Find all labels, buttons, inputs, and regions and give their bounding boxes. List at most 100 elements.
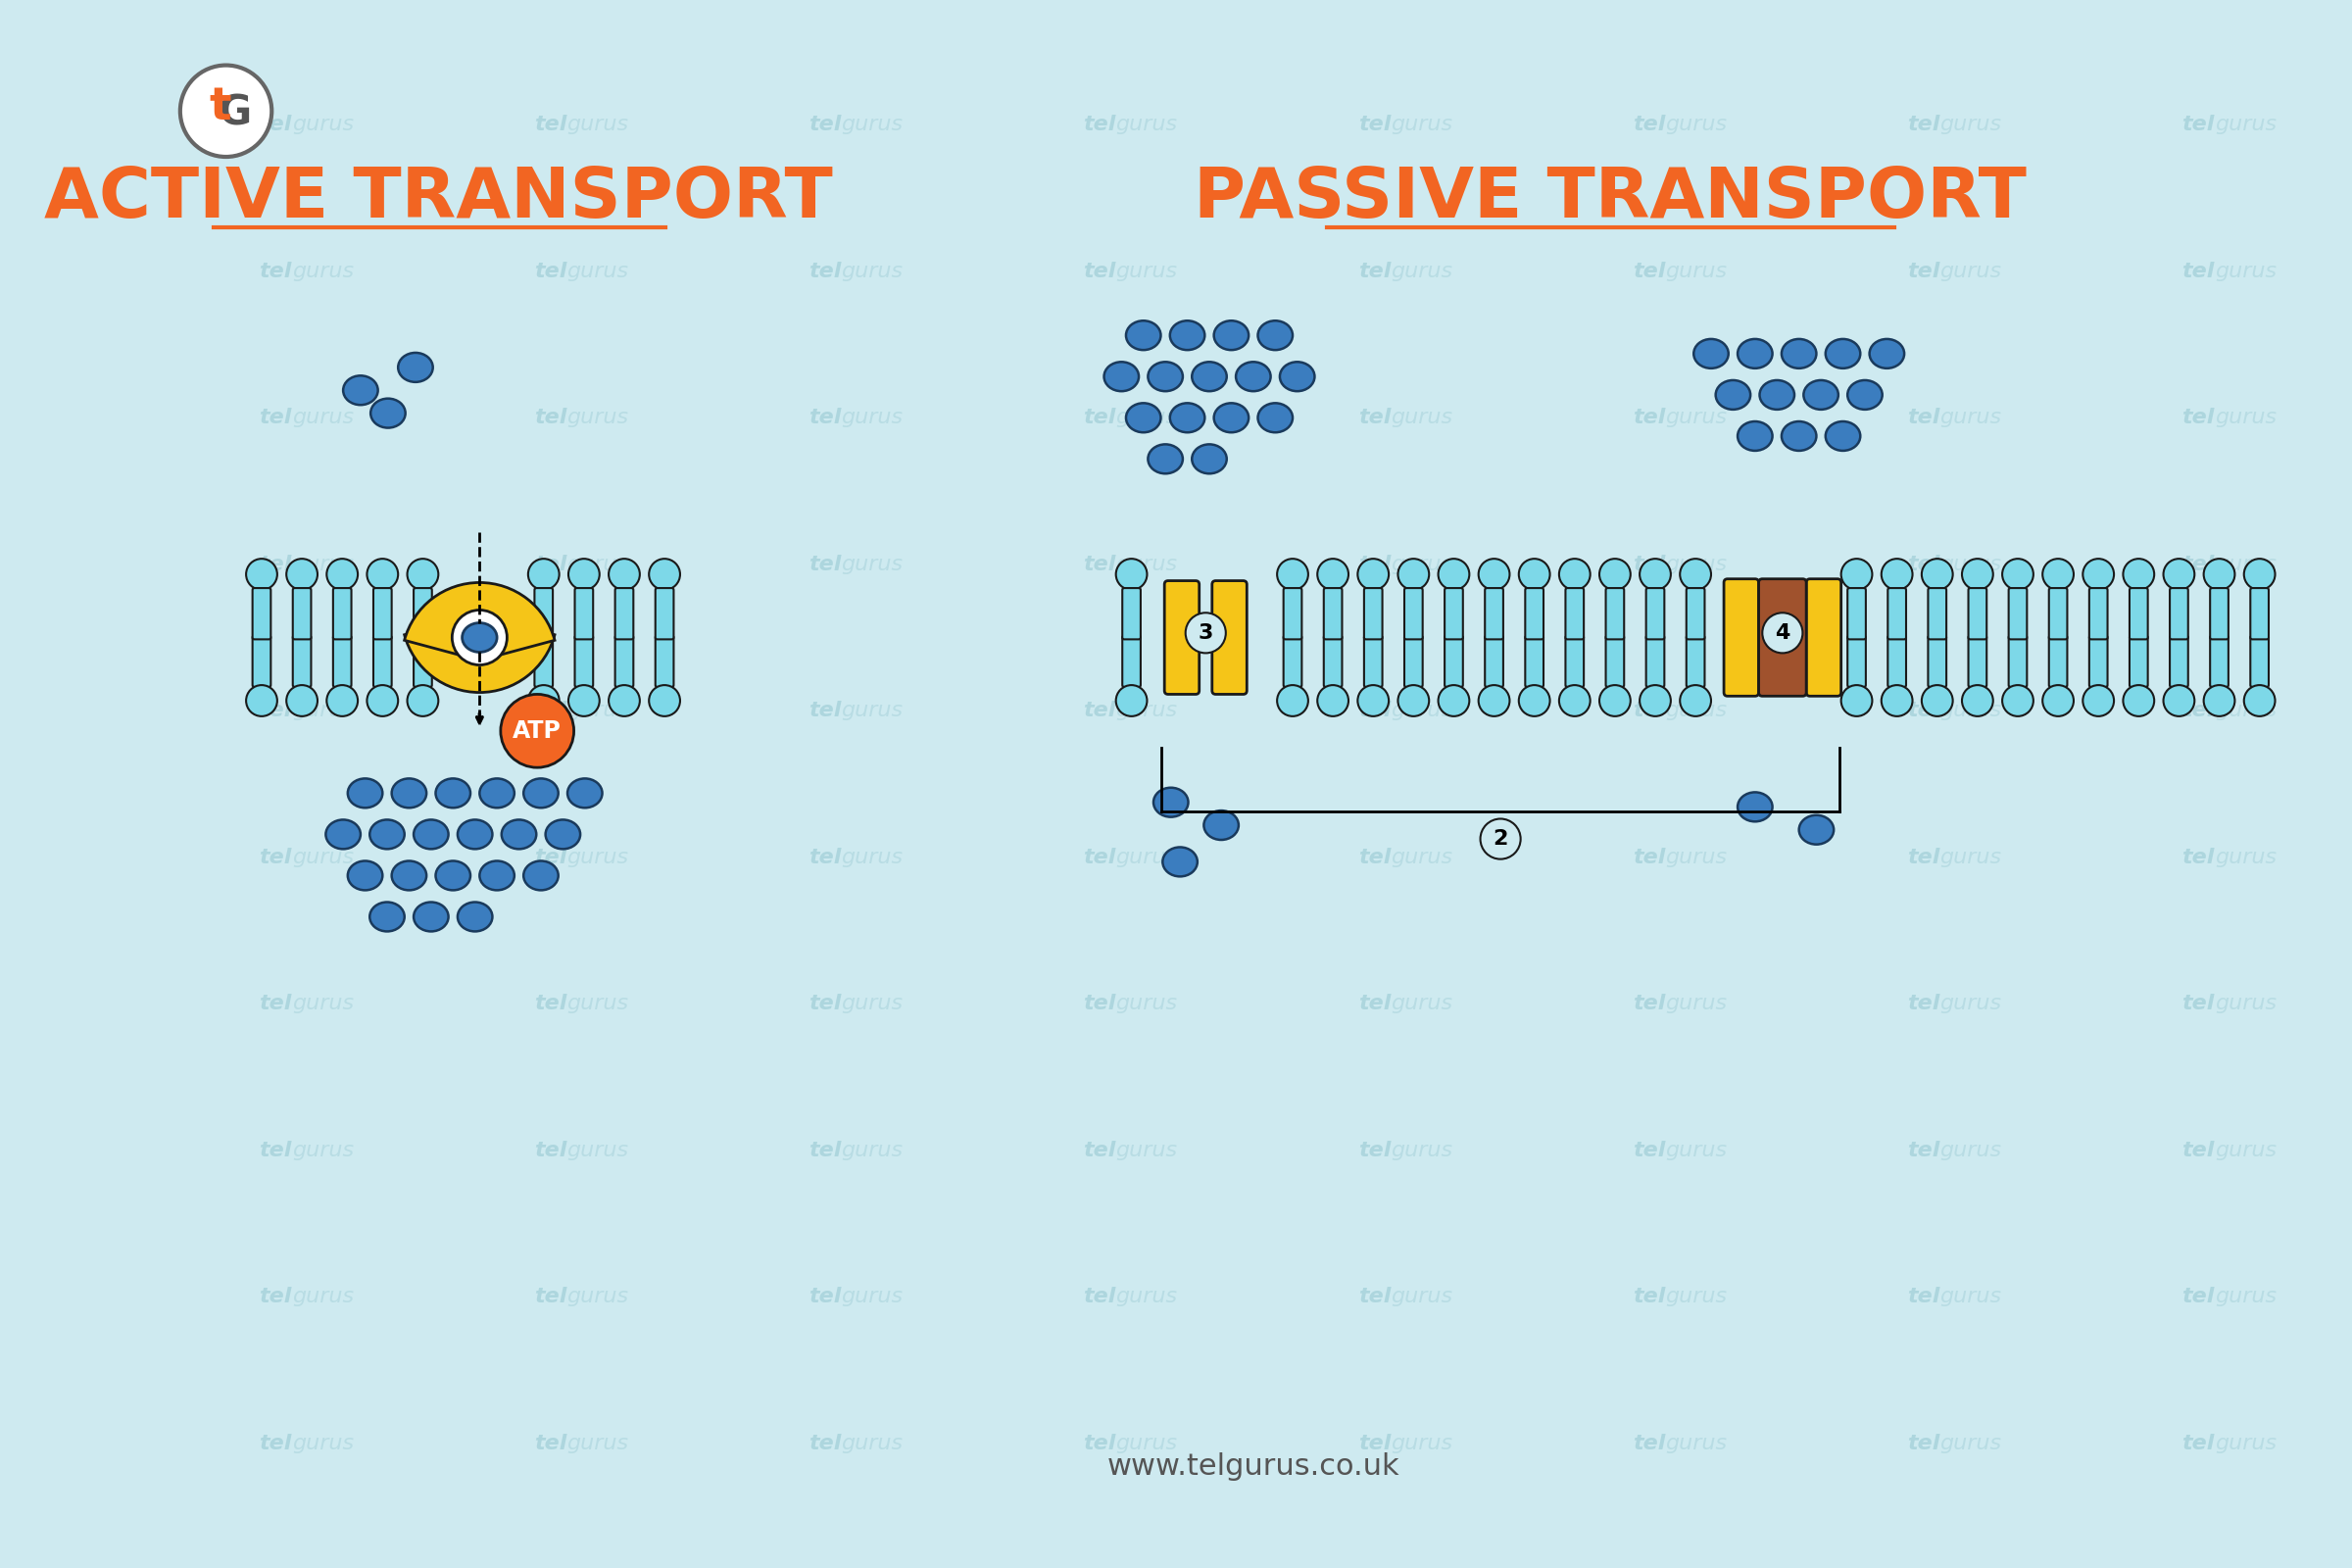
Ellipse shape — [1148, 444, 1183, 474]
FancyBboxPatch shape — [1846, 635, 1865, 687]
Text: tel: tel — [1084, 555, 1115, 574]
FancyBboxPatch shape — [1606, 635, 1625, 687]
FancyBboxPatch shape — [1284, 588, 1301, 640]
Text: gurus: gurus — [1940, 555, 2002, 574]
Text: tel: tel — [1907, 701, 1940, 721]
Text: tel: tel — [1084, 1140, 1115, 1160]
Text: tel: tel — [1907, 555, 1940, 574]
FancyBboxPatch shape — [1969, 635, 1987, 687]
FancyBboxPatch shape — [1364, 635, 1383, 687]
Text: gurus: gurus — [2216, 114, 2277, 135]
FancyBboxPatch shape — [656, 588, 673, 640]
Text: tel: tel — [1907, 408, 1940, 428]
Ellipse shape — [2042, 558, 2074, 590]
Text: gurus: gurus — [1115, 1140, 1178, 1160]
Text: gurus: gurus — [842, 1140, 903, 1160]
Ellipse shape — [529, 558, 560, 590]
Text: tel: tel — [2183, 408, 2216, 428]
Text: gurus: gurus — [1665, 408, 1726, 428]
Ellipse shape — [2204, 685, 2234, 717]
Text: gurus: gurus — [1390, 994, 1454, 1013]
Ellipse shape — [2002, 558, 2034, 590]
Text: tel: tel — [259, 1140, 292, 1160]
Ellipse shape — [327, 685, 358, 717]
Text: tel: tel — [1357, 262, 1390, 281]
Text: gurus: gurus — [1390, 1433, 1454, 1454]
FancyBboxPatch shape — [374, 635, 393, 687]
Text: gurus: gurus — [292, 408, 353, 428]
Text: tel: tel — [1907, 1140, 1940, 1160]
Ellipse shape — [1639, 685, 1670, 717]
Ellipse shape — [247, 558, 278, 590]
Ellipse shape — [1738, 792, 1773, 822]
Text: gurus: gurus — [567, 262, 628, 281]
Text: gurus: gurus — [1940, 994, 2002, 1013]
Text: tel: tel — [809, 701, 842, 721]
Ellipse shape — [1277, 685, 1308, 717]
Text: tel: tel — [1632, 994, 1665, 1013]
Text: tel: tel — [259, 701, 292, 721]
FancyBboxPatch shape — [656, 635, 673, 687]
Ellipse shape — [1922, 558, 1952, 590]
Ellipse shape — [1214, 403, 1249, 433]
FancyBboxPatch shape — [1211, 580, 1247, 695]
Text: gurus: gurus — [1940, 1287, 2002, 1306]
Text: tel: tel — [1907, 262, 1940, 281]
Text: tel: tel — [1084, 408, 1115, 428]
Ellipse shape — [649, 685, 680, 717]
FancyBboxPatch shape — [1929, 588, 1947, 640]
Text: tel: tel — [259, 114, 292, 135]
Text: tel: tel — [534, 1140, 567, 1160]
Text: tel: tel — [259, 1433, 292, 1454]
Ellipse shape — [1397, 685, 1430, 717]
Text: gurus: gurus — [292, 114, 353, 135]
Ellipse shape — [1479, 558, 1510, 590]
FancyBboxPatch shape — [616, 635, 633, 687]
FancyBboxPatch shape — [574, 588, 593, 640]
Ellipse shape — [1148, 362, 1183, 390]
Ellipse shape — [1693, 339, 1729, 368]
Ellipse shape — [1437, 558, 1470, 590]
Text: tel: tel — [2183, 994, 2216, 1013]
Text: tel: tel — [1357, 1287, 1390, 1306]
Ellipse shape — [287, 558, 318, 590]
Ellipse shape — [1679, 558, 1710, 590]
Ellipse shape — [1804, 379, 1839, 409]
Ellipse shape — [524, 778, 557, 808]
Ellipse shape — [463, 622, 496, 652]
Text: gurus: gurus — [292, 1287, 353, 1306]
FancyBboxPatch shape — [1606, 588, 1625, 640]
Ellipse shape — [435, 778, 470, 808]
Ellipse shape — [609, 558, 640, 590]
Text: gurus: gurus — [842, 1433, 903, 1454]
Ellipse shape — [247, 685, 278, 717]
Wedge shape — [405, 615, 555, 693]
Text: tel: tel — [2183, 1287, 2216, 1306]
Ellipse shape — [435, 861, 470, 891]
Text: gurus: gurus — [1665, 114, 1726, 135]
Ellipse shape — [372, 398, 405, 428]
Ellipse shape — [1317, 685, 1348, 717]
Text: gurus: gurus — [1665, 847, 1726, 867]
Text: gurus: gurus — [1390, 847, 1454, 867]
Ellipse shape — [546, 820, 581, 848]
Text: gurus: gurus — [1390, 408, 1454, 428]
Text: tel: tel — [1907, 847, 1940, 867]
FancyBboxPatch shape — [1846, 588, 1865, 640]
Ellipse shape — [1846, 379, 1882, 409]
Text: tel: tel — [809, 994, 842, 1013]
Text: gurus: gurus — [1940, 408, 2002, 428]
FancyBboxPatch shape — [1566, 588, 1583, 640]
FancyBboxPatch shape — [2049, 635, 2067, 687]
Ellipse shape — [1162, 847, 1197, 877]
Circle shape — [501, 695, 574, 767]
Text: tel: tel — [2183, 114, 2216, 135]
Ellipse shape — [1842, 558, 1872, 590]
FancyBboxPatch shape — [1484, 588, 1503, 640]
Ellipse shape — [1519, 558, 1550, 590]
Text: tel: tel — [1357, 408, 1390, 428]
Text: tel: tel — [1357, 847, 1390, 867]
Ellipse shape — [1715, 379, 1750, 409]
Text: tel: tel — [1084, 994, 1115, 1013]
FancyBboxPatch shape — [2009, 635, 2027, 687]
